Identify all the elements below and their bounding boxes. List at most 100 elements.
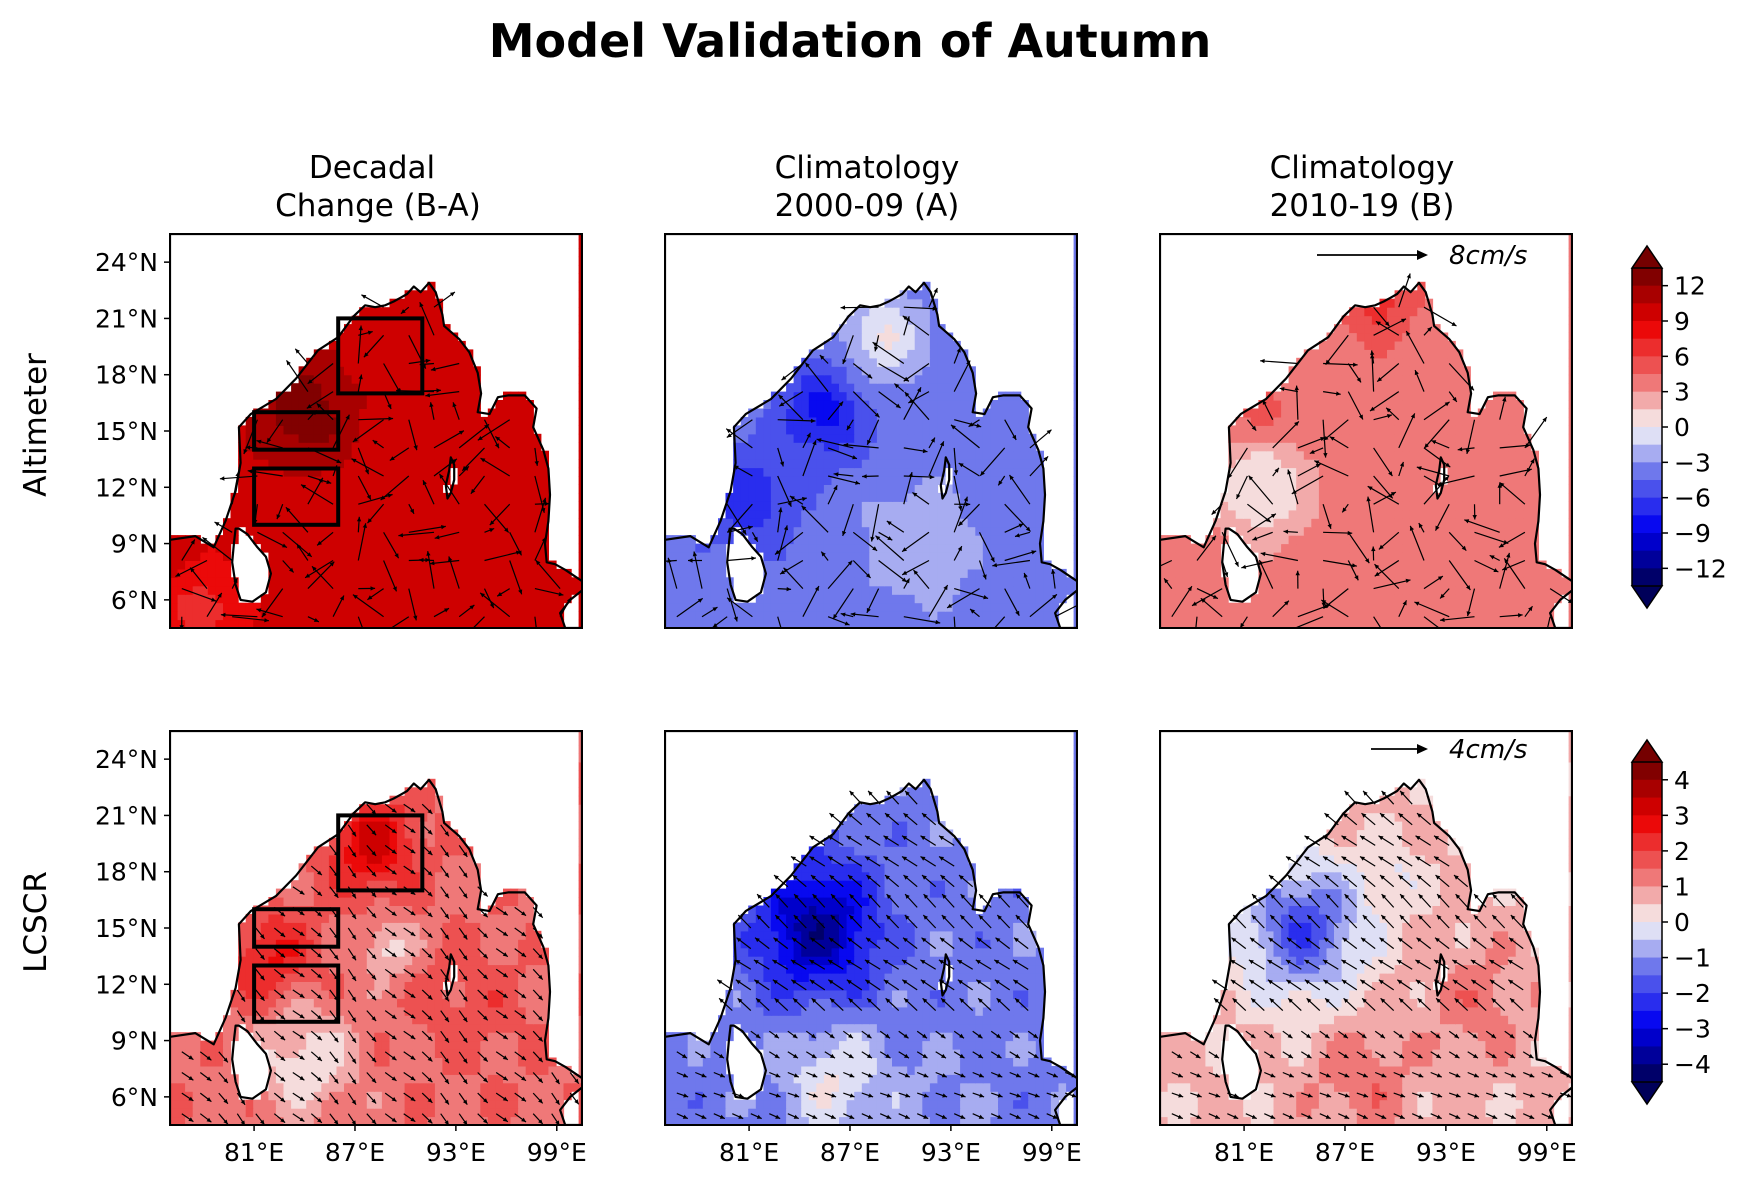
study-region-box-1 [252,963,341,1024]
coastline-sri-lanka [231,1024,272,1100]
sea-level-field [665,731,1077,1125]
lon-tick-label: 87°E [820,1138,880,1167]
study-region-box-2 [252,410,341,452]
coastline-edge-island [559,589,582,628]
lat-tick-label: 21°N [95,801,158,830]
colorbar-tick-label: −6 [1674,484,1711,513]
row-label-lcscr: LCSCR [18,871,54,973]
colorbar-tick-label: 12 [1674,272,1706,301]
lat-tick-label: 15°N [95,914,158,943]
lat-tick-label: 18°N [95,361,158,390]
coastline-andaman [444,456,456,500]
map-panel-climatology-2000-09-row1 [664,233,1078,629]
colorbar-tick-label: 6 [1674,342,1690,371]
sea-level-field [665,234,1077,628]
reference-vector-lcscr-label: 4cm/s [1449,735,1527,765]
current-vectors [665,287,1077,628]
lon-tick-label: 99°E [527,1138,587,1167]
column-title-decadal: Decadal [309,150,435,186]
lon-tick-label: 99°E [1517,1138,1577,1167]
lon-tick-label: 93°E [921,1138,981,1167]
coastline-andaman [444,953,456,997]
colorbar-tick-label: −9 [1674,519,1711,548]
column-title-climatology-b: Climatology [1270,150,1455,186]
study-region-box-2 [252,907,341,949]
lon-tick-label: 93°E [1416,1138,1476,1167]
lat-tick-label: 24°N [95,745,158,774]
colorbars: 12 9 6 3 0 −3 −6 −9 −12 4 3 2 1 0 −1 −2 −3 −4 [1630,244,1727,1106]
coastline-sri-lanka [231,527,272,603]
column-title-climatology-a: Climatology [775,150,960,186]
lat-tick-label: 21°N [95,304,158,333]
current-vectors [181,803,580,1125]
lat-tick-label: 9°N [111,1027,158,1056]
current-vectors [1171,790,1572,1120]
lat-tick-label: 9°N [111,530,158,559]
study-region-box-3 [336,813,425,893]
coastline-edge-island [1549,1086,1572,1125]
colorbar-tick-label: 3 [1674,378,1690,407]
study-region-box-3 [336,316,425,396]
current-vectors [676,790,1077,1120]
coastline-edge-island [1054,1086,1077,1125]
lat-tick-label: 18°N [95,858,158,887]
lon-tick-label: 81°E [719,1138,779,1167]
map-panel-climatology-2010-19-row1 [1159,233,1573,629]
column-subtitle-climatology-a: 2000-09 (A) [775,188,960,224]
coastline-edge-island [1549,589,1572,628]
coastline-sri-lanka [726,1024,767,1100]
lat-tick-label: 12°N [95,473,158,502]
coastline-mainland [170,731,582,1125]
lon-tick-label: 87°E [1315,1138,1375,1167]
coastline-mainland [665,731,1077,1125]
colorbar-tick-label: 4 [1674,766,1690,795]
colorbar-tick-label: −4 [1674,1050,1711,1079]
map-panel-decadal-change-row2: 24°N 21°N 18°N 15°N 12°N 9°N 6°N 81°E 87°E 93°E 99… [95,730,587,1167]
lon-tick-label: 81°E [1214,1138,1274,1167]
coastline-mainland [1160,731,1572,1125]
colorbar-tick-label: −12 [1674,554,1727,583]
coastline-mainland [1160,234,1572,628]
colorbar-lcscr: 4 3 2 1 0 −1 −2 −3 −4 [1630,738,1711,1106]
map-panel-climatology-2000-09-row2: 81°E 87°E 93°E 99°E [664,730,1082,1167]
colorbar-tick-label: 0 [1674,413,1690,442]
column-subtitle-decadal: Change (B-A) [275,188,481,224]
colorbar-tick-label: 1 [1674,872,1690,901]
row-label-altimeter: Altimeter [18,353,54,497]
reference-vector-lcscr: 4cm/s [1371,735,1527,765]
colorbar-altimeter: 12 9 6 3 0 −3 −6 −9 −12 [1630,244,1727,610]
panel-frame [1159,730,1573,1126]
coastline-edge-island [559,1086,582,1125]
coastline-mainland [665,234,1077,628]
figure-title: Model Validation of Autumn [489,14,1211,68]
reference-vector-altimeter-label: 8cm/s [1449,241,1527,271]
colorbar-tick-label: 0 [1674,908,1690,937]
coastline-andaman [939,456,951,500]
lat-tick-label: 15°N [95,417,158,446]
map-panel-decadal-change-row1: 24°N 21°N 18°N 15°N 12°N 9°N 6°N [95,233,583,629]
current-vectors [175,291,572,628]
colorbar-tick-label: −3 [1674,448,1711,477]
lat-tick-label: 12°N [95,970,158,999]
lon-tick-label: 93°E [426,1138,486,1167]
coastline-mainland [170,234,582,628]
lat-tick-label: 6°N [111,1083,158,1112]
panel-frame [664,233,1078,629]
lon-tick-label: 81°E [224,1138,284,1167]
lon-tick-label: 99°E [1022,1138,1082,1167]
column-subtitle-climatology-b: 2010-19 (B) [1270,188,1455,224]
coastline-andaman [939,953,951,997]
colorbar-tick-label: −2 [1674,979,1711,1008]
lat-tick-label: 6°N [111,586,158,615]
study-region-box-1 [252,466,341,527]
coastline-andaman [1434,456,1446,500]
colorbar-tick-label: 3 [1674,801,1690,830]
colorbar-tick-label: −1 [1674,944,1711,973]
reference-vector-altimeter: 8cm/s [1317,241,1527,271]
map-panels: 24°N 21°N 18°N 15°N 12°N 9°N 6°N 24°N 21°N 18°N 15… [95,233,1577,1167]
coastline-sri-lanka [726,527,767,603]
coastline-andaman [1434,953,1446,997]
lat-tick-label: 24°N [95,248,158,277]
lon-tick-label: 87°E [325,1138,385,1167]
